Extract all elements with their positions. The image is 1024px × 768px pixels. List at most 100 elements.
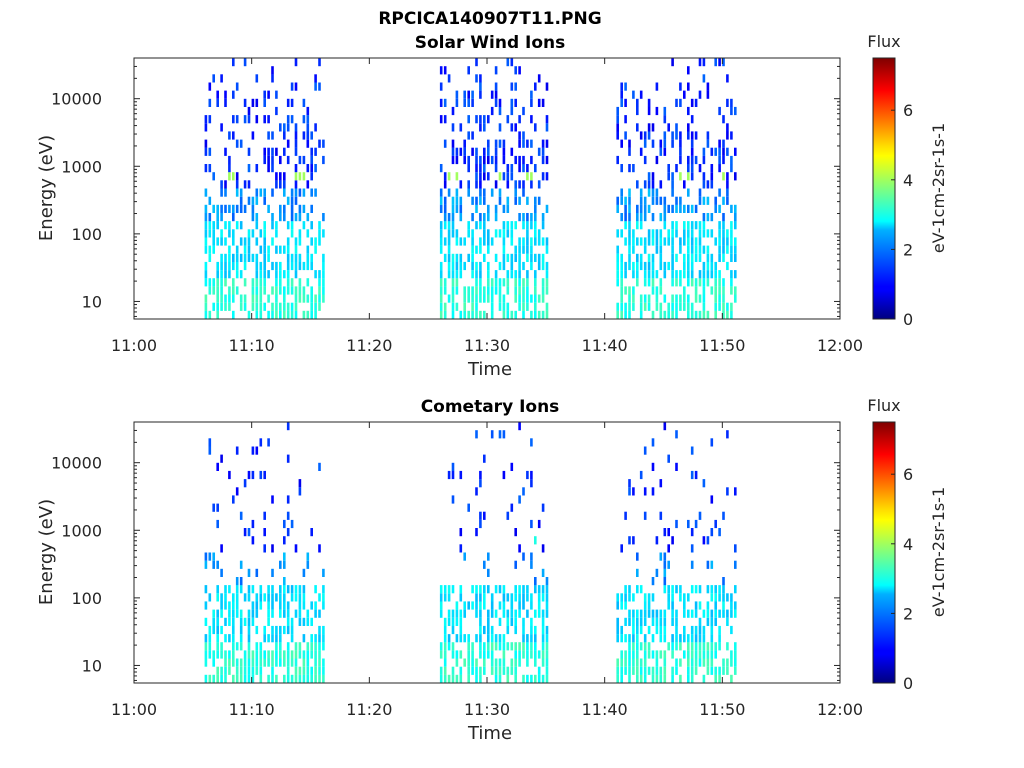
heatmap-cell [620, 634, 623, 643]
heatmap-cell [247, 609, 251, 618]
heatmap-cell [451, 495, 455, 504]
heatmap-cell [616, 123, 619, 132]
heatmap-cell [702, 229, 706, 238]
heatmap-cell [228, 585, 231, 594]
heatmap-cell [239, 609, 243, 618]
heatmap-cell [455, 609, 459, 618]
heatmap-cell [220, 74, 223, 83]
heatmap-cell [243, 204, 247, 213]
heatmap-cell [275, 172, 278, 181]
heatmap-cell [671, 229, 674, 238]
heatmap-cell [655, 196, 659, 205]
heatmap-cell [687, 164, 690, 173]
heatmap-cell [208, 650, 212, 659]
heatmap-cell [526, 650, 529, 659]
heatmap-cell [632, 593, 635, 602]
heatmap-cell [714, 519, 717, 529]
heatmap-cell [502, 172, 506, 181]
heatmap-cell [534, 650, 537, 659]
heatmap-cell [447, 213, 451, 222]
heatmap-cell [483, 666, 486, 675]
heatmap-cell [255, 237, 259, 246]
heatmap-cell [498, 98, 502, 107]
heatmap-cell [514, 658, 517, 667]
heatmap-cell [318, 237, 321, 246]
heatmap-cell [267, 634, 270, 643]
heatmap-cell [655, 237, 659, 246]
heatmap-cell [522, 552, 525, 561]
heatmap-cell [243, 658, 247, 667]
heatmap-cell [730, 609, 733, 618]
heatmap-cell [224, 666, 227, 675]
heatmap-cell [690, 98, 694, 107]
heatmap-cell [726, 237, 729, 246]
heatmap-cell [526, 470, 529, 480]
heatmap-cell [537, 666, 541, 675]
heatmap-cell [718, 294, 721, 303]
x-tick-label: 11:40 [582, 700, 628, 719]
heatmap-cell [259, 585, 263, 594]
heatmap-cell [439, 302, 443, 311]
heatmap-cell [279, 560, 282, 569]
heatmap-cell [698, 658, 702, 667]
heatmap-cell [294, 609, 298, 618]
heatmap-cell [490, 286, 494, 295]
heatmap-cell [494, 270, 498, 279]
heatmap-cell [267, 131, 270, 140]
heatmap-cell [314, 658, 317, 667]
heatmap-cell [620, 674, 623, 683]
heatmap-cell [447, 221, 451, 230]
heatmap-cell [275, 245, 278, 254]
heatmap-cell [228, 221, 231, 230]
panel-cometary: Cometary Ions 11:00 11:10 11:20 11:30 11:40 1… [36, 396, 948, 744]
heatmap-cell [624, 666, 627, 675]
heatmap-cell [475, 286, 478, 295]
heatmap-cell [683, 609, 686, 618]
heatmap-cell [636, 617, 639, 626]
heatmap-cell [224, 204, 227, 213]
heatmap-cell [290, 617, 294, 626]
heatmap-cell [228, 286, 231, 295]
heatmap-cell [263, 650, 266, 659]
heatmap-cell [620, 658, 623, 667]
heatmap-cell [518, 270, 521, 279]
heatmap-cell [690, 204, 694, 213]
heatmap-cell [479, 617, 482, 626]
heatmap-cell [628, 593, 631, 602]
heatmap-cell [679, 155, 682, 165]
heatmap-cell [636, 552, 639, 561]
heatmap-cell [212, 617, 215, 626]
heatmap-cell [251, 131, 255, 140]
heatmap-cell [683, 601, 686, 610]
heatmap-cell [467, 286, 470, 295]
heatmap-cell [447, 642, 451, 651]
heatmap-cell [643, 601, 647, 610]
heatmap-cell [722, 147, 725, 156]
heatmap-cell [220, 601, 223, 610]
heatmap-cell [479, 155, 482, 165]
heatmap-cell [659, 196, 663, 205]
heatmap-cell [271, 66, 274, 75]
heatmap-cell [487, 278, 490, 287]
heatmap-cell [628, 229, 631, 238]
heatmap-cell [663, 310, 667, 319]
heatmap-cell [302, 585, 306, 594]
heatmap-cell [232, 131, 235, 140]
heatmap-cell [243, 650, 247, 659]
heatmap-cell [243, 617, 247, 626]
heatmap-cell [659, 479, 663, 488]
heatmap-cell [322, 294, 325, 303]
heatmap-cell [294, 131, 298, 140]
heatmap-cell [639, 213, 643, 222]
heatmap-cell [298, 642, 302, 651]
heatmap-cell [726, 147, 729, 156]
heatmap-cell [279, 302, 282, 311]
heatmap-cell [694, 310, 698, 319]
heatmap-cell [639, 196, 643, 205]
heatmap-cell [267, 438, 270, 447]
heatmap-cell [255, 650, 259, 659]
heatmap-cell [267, 164, 270, 173]
heatmap-cell [322, 601, 325, 610]
heatmap-cell [204, 213, 208, 222]
heatmap-cell [675, 131, 678, 140]
